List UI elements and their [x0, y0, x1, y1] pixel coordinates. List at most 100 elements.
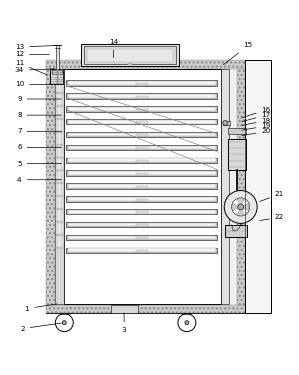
Bar [56, 146, 63, 157]
Bar [55, 69, 64, 303]
Bar [245, 60, 271, 313]
Bar [68, 81, 216, 85]
Bar [56, 81, 63, 92]
Bar [46, 69, 55, 305]
Bar [46, 305, 245, 313]
Text: 7: 7 [17, 128, 62, 134]
Bar [136, 211, 148, 213]
Circle shape [224, 190, 257, 224]
Text: 6: 6 [17, 144, 62, 150]
Text: 17: 17 [242, 112, 271, 122]
Bar [228, 128, 246, 134]
Circle shape [178, 314, 196, 332]
Bar [56, 107, 63, 118]
Text: 13: 13 [15, 44, 55, 50]
Bar [56, 45, 59, 69]
Bar [225, 225, 247, 237]
Bar [136, 96, 148, 98]
Bar [66, 183, 217, 189]
Bar [136, 147, 148, 149]
Bar [66, 106, 217, 111]
Wedge shape [241, 204, 249, 210]
Bar [136, 250, 148, 252]
Bar [68, 120, 216, 123]
Bar [66, 222, 217, 227]
Bar [68, 210, 216, 213]
Bar [56, 210, 63, 221]
Bar [136, 108, 148, 111]
Bar [136, 122, 148, 123]
Text: 10: 10 [15, 81, 62, 87]
Wedge shape [237, 207, 244, 215]
Bar [111, 305, 138, 313]
Bar [66, 209, 217, 214]
Bar [136, 134, 148, 136]
Bar [68, 146, 216, 149]
Bar [46, 60, 245, 313]
Text: 9: 9 [17, 96, 62, 102]
Bar [50, 69, 63, 84]
Bar [66, 145, 217, 150]
Bar [228, 139, 246, 170]
Bar [68, 94, 216, 98]
Bar [68, 249, 216, 252]
Bar [56, 159, 63, 170]
Bar [56, 120, 63, 131]
Text: 2: 2 [20, 323, 62, 332]
Text: 21: 21 [260, 191, 284, 201]
Circle shape [62, 321, 66, 325]
Bar [68, 197, 216, 201]
Text: 18: 18 [242, 117, 271, 125]
Text: 5: 5 [17, 160, 62, 166]
Bar [136, 83, 148, 85]
Bar [66, 119, 217, 124]
Text: 11: 11 [15, 60, 48, 75]
Bar [66, 196, 217, 201]
Bar [56, 94, 63, 105]
Text: 4: 4 [17, 177, 62, 183]
Bar [136, 224, 148, 226]
Bar [66, 93, 217, 99]
Text: 19: 19 [242, 123, 271, 130]
Wedge shape [233, 204, 241, 210]
Text: 12: 12 [15, 51, 50, 57]
Bar [136, 237, 148, 239]
Bar [84, 46, 176, 64]
Bar [56, 171, 63, 182]
Bar [237, 69, 245, 305]
Bar [68, 171, 216, 175]
Bar [223, 121, 230, 125]
Bar [66, 132, 217, 137]
Text: 34: 34 [15, 67, 55, 73]
Text: 16: 16 [242, 107, 271, 118]
Bar [68, 184, 216, 188]
Circle shape [238, 204, 244, 210]
Bar [68, 133, 216, 136]
Bar [66, 158, 217, 163]
Bar [64, 69, 221, 303]
Bar [56, 184, 63, 195]
Bar [66, 248, 217, 253]
Circle shape [55, 314, 73, 332]
Bar [136, 160, 148, 162]
Bar [136, 173, 148, 175]
Text: 14: 14 [109, 39, 118, 58]
Bar [56, 197, 63, 208]
Bar [52, 70, 62, 74]
Wedge shape [237, 199, 244, 207]
Bar [56, 133, 63, 144]
Bar [56, 223, 63, 234]
Bar [46, 60, 245, 69]
Bar [87, 49, 173, 62]
Text: 1: 1 [25, 304, 57, 312]
Bar [68, 223, 216, 226]
Text: 20: 20 [242, 128, 271, 136]
Circle shape [185, 321, 189, 325]
Bar [136, 186, 148, 188]
Text: 3: 3 [122, 313, 126, 333]
Text: 8: 8 [17, 112, 62, 118]
Bar [221, 69, 229, 303]
Bar [127, 63, 132, 65]
Circle shape [223, 120, 228, 125]
Text: 22: 22 [260, 214, 284, 220]
